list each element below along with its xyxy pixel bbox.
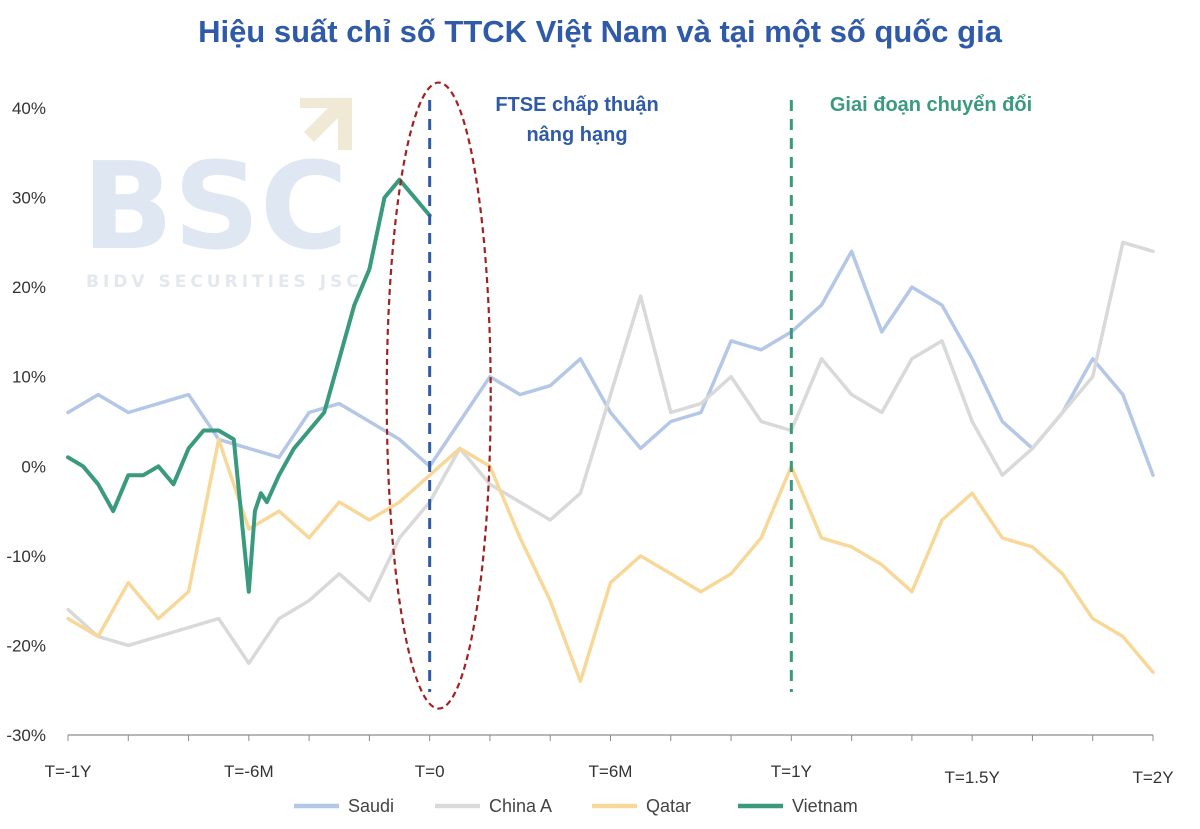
annotation-label: FTSE chấp thuận [495,94,658,116]
x-tick-label: T=1Y [771,762,812,781]
x-tick-label: T=2Y [1132,768,1173,787]
y-tick-label: 20% [12,278,46,297]
watermark-arrow-icon [300,98,352,150]
watermark-small-text: BIDV SECURITIES JSC [86,272,363,292]
legend-label: Saudi [348,796,394,816]
y-tick-label: 0% [21,457,46,476]
highlight-ellipse [385,81,492,710]
series-line-saudi [66,249,1155,477]
x-tick-label: T=0 [415,762,445,781]
legend-label: Vietnam [792,796,858,816]
chart-title: Hiệu suất chỉ số TTCK Việt Nam và tại mộ… [198,14,1002,49]
series-layer [66,177,1155,684]
x-tick-label: T=1.5Y [945,768,1000,787]
series-line-vietnam [66,177,432,594]
y-tick-label: 10% [12,368,46,387]
series-line-qatar [66,437,1155,684]
x-tick-label: T=6M [589,762,633,781]
watermark-big-text: BSC [82,138,348,277]
legend-label: Qatar [646,796,691,816]
watermark-logo: BSC BIDV SECURITIES JSC [82,98,363,292]
axes-layer: 40% 30% 20% 10% 0% -10% -20% -30% T=-1Y T=-6M T=0 T… [6,99,1173,787]
series-line-china-a [66,240,1155,666]
annotation-label: Giai đoạn chuyển đổi [830,94,1032,116]
x-tick-label: T=-1Y [45,762,92,781]
annotation-layer: FTSE chấp thuận nâng hạng Giai đoạn chuyển… [385,81,1032,710]
annotation-label: nâng hạng [526,124,627,146]
x-tick-label: T=-6M [224,762,274,781]
y-tick-label: -10% [6,547,46,566]
y-tick-label: -30% [6,726,46,745]
legend-layer: Saudi China A Qatar Vietnam [294,796,858,816]
y-tick-label: 40% [12,99,46,118]
y-tick-label: -20% [6,636,46,655]
y-tick-label: 30% [12,189,46,208]
legend-label: China A [489,796,552,816]
